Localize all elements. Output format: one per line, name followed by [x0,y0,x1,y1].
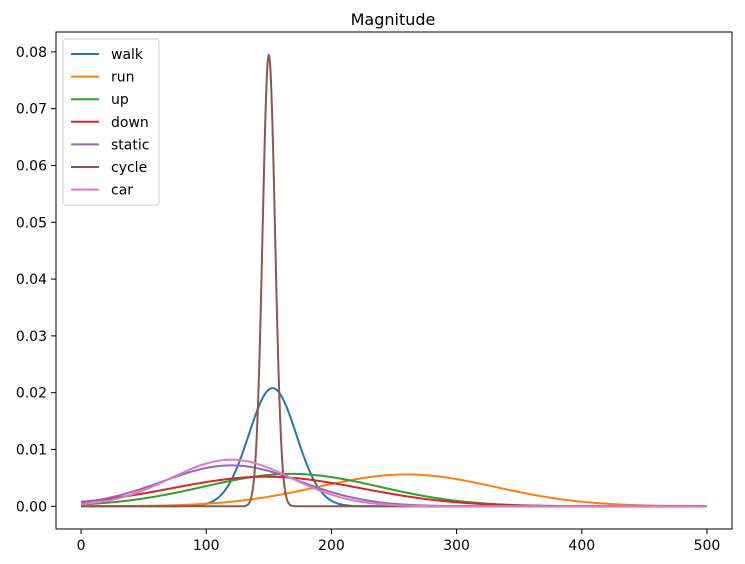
y-axis: 0.00 0.01 0.02 0.03 0.04 0.05 0.06 0.07 0.08 [16,45,56,515]
series-line-car [80,458,708,508]
legend-box [62,38,160,206]
y-tick-label: 0.03 [16,329,47,345]
y-tick-label: 0.06 [16,158,47,174]
y-tick-label: 0.01 [16,442,47,458]
y-tick-label: 0.00 [16,499,47,515]
series-line-static [80,464,708,508]
legend-label-static: static [111,137,149,153]
legend-label-cycle: cycle [111,160,147,176]
x-tick-label: 300 [443,538,470,554]
legend-label-walk: walk [111,47,144,63]
legend-label-down: down [111,115,149,131]
series-line-down [80,475,708,508]
legend-label-up: up [111,92,129,108]
legend: walk run up down static cycle car [62,38,160,206]
x-tick-label: 400 [568,538,595,554]
series-line-cycle [80,53,708,508]
x-tick-label: 100 [193,538,220,554]
x-tick-label: 200 [318,538,345,554]
series-line-run [80,473,708,508]
legend-label-run: run [111,70,135,86]
x-tick-label: 0 [77,538,86,554]
y-tick-label: 0.05 [16,215,47,231]
x-axis: 0 100 200 300 400 500 [77,529,721,554]
y-tick-label: 0.07 [16,102,47,118]
chart-title: Magnitude [351,10,436,29]
plot-frame [55,31,733,530]
y-tick-label: 0.02 [16,386,47,402]
series-layer [80,53,708,508]
y-tick-label: 0.04 [16,272,47,288]
x-tick-label: 500 [694,538,721,554]
legend-label-car: car [111,183,133,199]
y-tick-label: 0.08 [16,45,47,61]
series-line-up [80,472,708,508]
